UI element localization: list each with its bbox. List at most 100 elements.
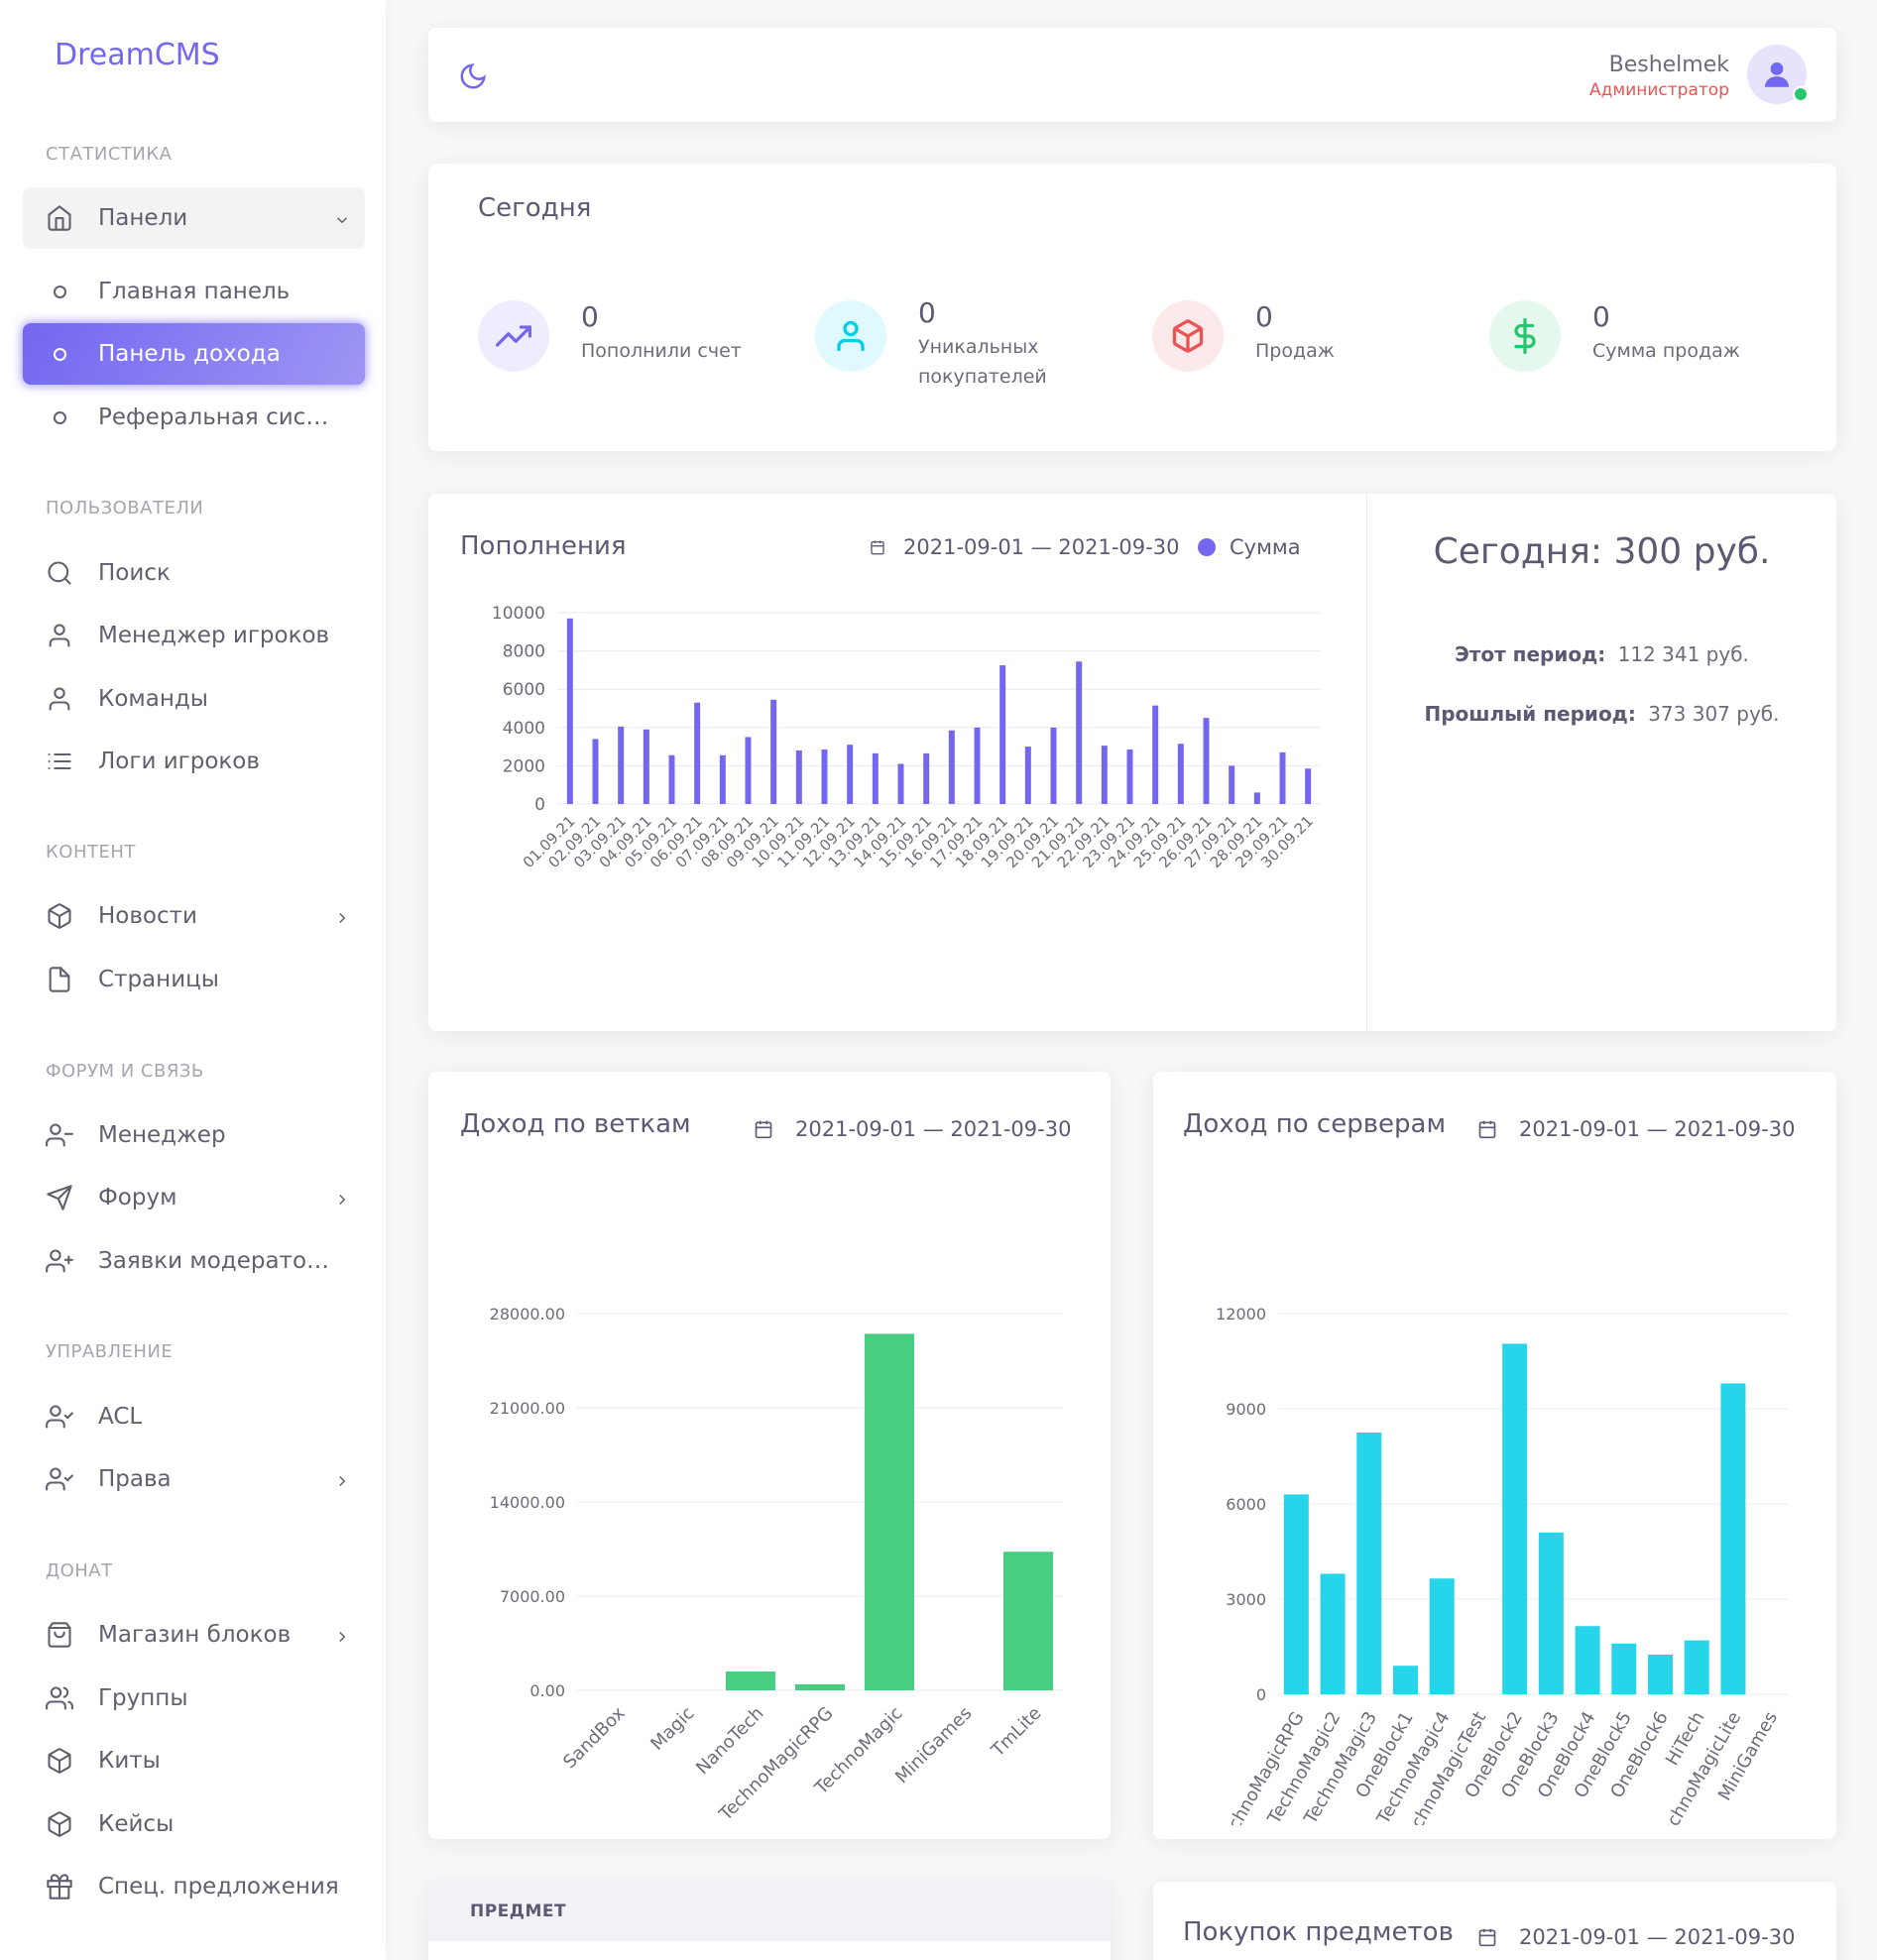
sidebar-item-search[interactable]: Поиск [23, 542, 365, 604]
chart-bar[interactable] [1611, 1643, 1637, 1694]
chart-bar[interactable] [592, 739, 599, 804]
chart-bar[interactable] [1320, 1573, 1346, 1694]
chevron-right-icon [333, 1470, 351, 1488]
sidebar-item-income-panel[interactable]: Панель дохода [23, 323, 365, 385]
user-role: Администратор [1589, 80, 1729, 100]
sidebar-item-panels[interactable]: Панели [23, 187, 365, 249]
legend-swatch [1198, 538, 1216, 556]
sidebar-item-label: Поиск [98, 560, 171, 586]
chart-bar[interactable] [1575, 1626, 1600, 1694]
last-period-label: Прошлый период: [1424, 702, 1636, 726]
chart-bar[interactable] [1684, 1640, 1709, 1694]
stat-deposited: 0 Пополнили счет [478, 300, 742, 372]
moon-icon[interactable] [458, 61, 488, 91]
deposits-card: Пополнения 2021-09-01 — 2021-09-30 Сумма… [428, 494, 1836, 1031]
chart-bar[interactable] [1152, 705, 1159, 804]
sidebar-item-main-panel[interactable]: Главная панель [23, 261, 365, 322]
y-tick-label: 10000 [492, 604, 545, 624]
chart-bar[interactable] [694, 702, 701, 804]
date-range-picker[interactable]: 2021-09-01 — 2021-09-30 [1477, 1925, 1795, 1949]
sidebar-item-block-shop[interactable]: Магазин блоков [23, 1604, 365, 1666]
chart-bar[interactable] [821, 749, 828, 804]
circle-icon [45, 277, 74, 306]
user-icon [45, 621, 74, 650]
chart-bar[interactable] [566, 618, 573, 804]
chart-bar[interactable] [1050, 727, 1057, 804]
stat-value: 0 [1592, 300, 1610, 333]
card-title: Пополнения [460, 531, 627, 561]
chart-bar[interactable] [948, 730, 955, 804]
brand-logo[interactable]: DreamCMS [55, 38, 220, 72]
sidebar-item-label: Форум [98, 1185, 177, 1211]
chart-bar[interactable] [1024, 747, 1031, 804]
avatar[interactable] [1747, 45, 1809, 104]
chart-bar[interactable] [770, 699, 777, 804]
sidebar-item-acl[interactable]: ACL [23, 1386, 365, 1447]
chart-legend[interactable]: Сумма [1198, 535, 1301, 559]
item-purchases-card: Покупок предметов 2021-09-01 — 2021-09-3… [1153, 1882, 1836, 1960]
stat-value: 0 [1255, 300, 1273, 333]
chart-bar[interactable] [618, 726, 625, 804]
chart-bar[interactable] [1283, 1494, 1309, 1694]
chart-bar[interactable] [1076, 661, 1083, 804]
chart-bar[interactable] [897, 763, 904, 804]
chart-bar[interactable] [1305, 768, 1312, 804]
sidebar-item-special-offers[interactable]: Спец. предложения [23, 1856, 365, 1917]
chart-bar[interactable] [1101, 746, 1108, 804]
chart-bar[interactable] [1720, 1383, 1746, 1694]
date-range-picker[interactable]: 2021-09-01 — 2021-09-30 [870, 535, 1179, 559]
sidebar-item-moderator-requests[interactable]: Заявки модераторов [23, 1230, 365, 1292]
chart-bar[interactable] [847, 745, 854, 804]
sidebar-item-news[interactable]: Новости [23, 885, 365, 947]
chart-bar[interactable] [719, 754, 726, 804]
chart-bar[interactable] [745, 737, 752, 804]
chart-bar[interactable] [865, 1333, 914, 1690]
chart-bar[interactable] [1177, 744, 1184, 804]
chart-bar[interactable] [1126, 749, 1133, 804]
chart-bar[interactable] [1003, 1552, 1053, 1690]
chart-bar[interactable] [1393, 1666, 1418, 1694]
section-title-forum: ФОРУМ И СВЯЗЬ [46, 1061, 204, 1082]
last-period-value: 373 307 руб. [1648, 702, 1780, 726]
section-title-donate: ДОНАТ [46, 1560, 113, 1581]
chart-bar[interactable] [795, 1683, 845, 1690]
table-header-item[interactable]: ПРЕДМЕТ [428, 1882, 1111, 1941]
user-name[interactable]: Beshelmek [1608, 53, 1729, 77]
chart-bar[interactable] [923, 752, 930, 804]
sidebar-item-teams[interactable]: Команды [23, 668, 365, 730]
chart-bar[interactable] [872, 752, 879, 804]
chart-bar[interactable] [999, 665, 1006, 804]
chart-bar[interactable] [974, 727, 981, 804]
chart-bar[interactable] [1648, 1655, 1673, 1694]
y-tick-label: 28000.00 [490, 1305, 565, 1324]
sidebar-item-referral[interactable]: Реферальная система [23, 387, 365, 448]
chart-bar[interactable] [726, 1672, 775, 1690]
sidebar-item-player-manager[interactable]: Менеджер игроков [23, 605, 365, 666]
chart-bar[interactable] [1429, 1578, 1455, 1694]
chart-bar[interactable] [1356, 1433, 1382, 1694]
sidebar-item-label: Панели [98, 205, 188, 231]
date-range-picker[interactable]: 2021-09-01 — 2021-09-30 [754, 1117, 1071, 1141]
sidebar-item-rights[interactable]: Права [23, 1448, 365, 1510]
chart-bar[interactable] [668, 754, 675, 804]
card-title: Доход по серверам [1183, 1109, 1447, 1139]
chart-bar[interactable] [795, 749, 802, 804]
chart-bar[interactable] [1502, 1343, 1528, 1694]
y-tick-label: 12000 [1216, 1305, 1266, 1324]
sidebar-item-kits[interactable]: Киты [23, 1730, 365, 1791]
sidebar-item-cases[interactable]: Кейсы [23, 1793, 365, 1855]
sidebar-item-pages[interactable]: Страницы [23, 949, 365, 1010]
chart-bar[interactable] [1279, 751, 1286, 804]
package-icon [45, 1746, 74, 1776]
chart-bar[interactable] [1229, 765, 1235, 804]
sidebar-item-player-logs[interactable]: Логи игроков [23, 731, 365, 792]
sidebar-item-groups[interactable]: Группы [23, 1668, 365, 1729]
date-range-picker[interactable]: 2021-09-01 — 2021-09-30 [1477, 1117, 1795, 1141]
chart-bar[interactable] [643, 729, 649, 804]
search-icon [45, 558, 74, 588]
sidebar-item-manager[interactable]: Менеджер [23, 1104, 365, 1166]
chart-bar[interactable] [1253, 792, 1260, 804]
chart-bar[interactable] [1538, 1532, 1564, 1694]
chart-bar[interactable] [1203, 718, 1210, 804]
sidebar-item-forum[interactable]: Форум [23, 1167, 365, 1228]
